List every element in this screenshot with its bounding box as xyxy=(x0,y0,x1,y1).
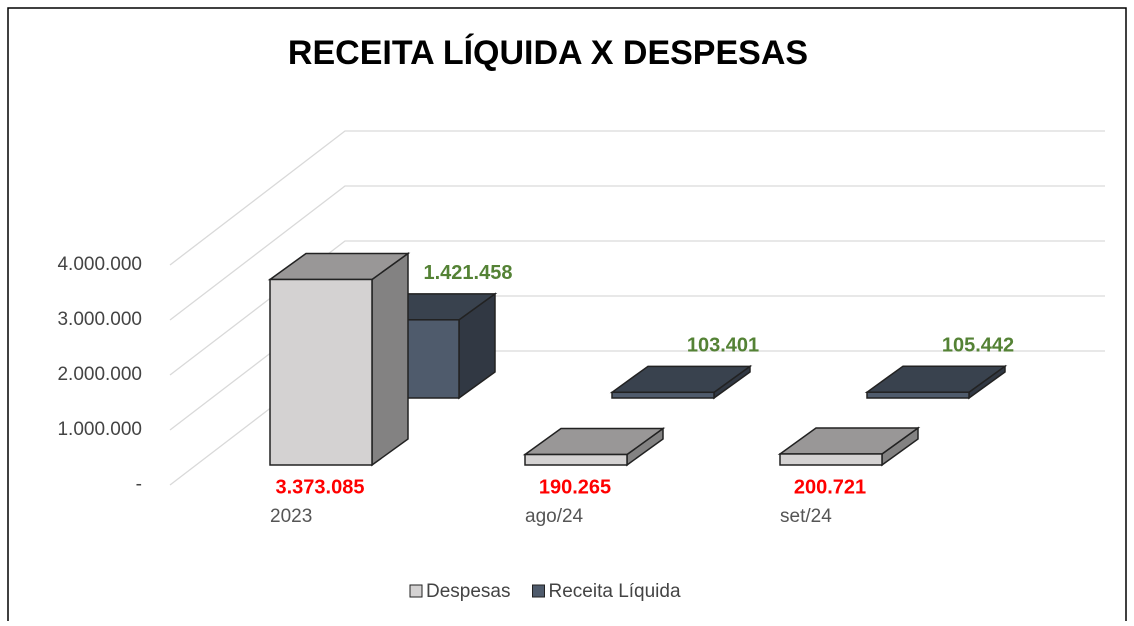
data-label: 105.442 xyxy=(942,334,1014,356)
x-tick-label: ago/24 xyxy=(525,506,584,527)
x-tick-label: set/24 xyxy=(780,506,832,527)
data-label: 200.721 xyxy=(794,476,866,498)
chart-title: RECEITA LÍQUIDA X DESPESAS xyxy=(288,34,808,72)
data-label: 3.373.085 xyxy=(276,476,365,498)
y-tick-label: - xyxy=(136,474,142,495)
grid-line xyxy=(169,130,1105,266)
data-label: 1.421.458 xyxy=(424,262,513,284)
legend-swatch xyxy=(409,584,423,598)
y-tick-label: 4.000.000 xyxy=(57,254,142,275)
legend-label: Despesas xyxy=(426,581,511,602)
bar-front xyxy=(524,453,628,466)
bar-front xyxy=(866,391,970,399)
chart-border xyxy=(7,7,1127,626)
bar-side xyxy=(371,252,409,467)
legend-swatch xyxy=(532,584,545,598)
y-tick-label: 3.000.000 xyxy=(57,309,142,330)
y-tick-label: 2.000.000 xyxy=(57,364,142,385)
bar-front xyxy=(779,453,883,466)
bar-front xyxy=(611,391,715,399)
grid-line xyxy=(169,185,1105,321)
grid-line xyxy=(169,240,1105,376)
x-tick-label: 2023 xyxy=(270,506,312,527)
data-label: 103.401 xyxy=(687,335,759,357)
data-label: 190.265 xyxy=(539,476,611,498)
y-tick-label: 1.000.000 xyxy=(57,419,142,440)
legend-label: Receita Líquida xyxy=(549,581,681,602)
bar-front xyxy=(269,278,373,466)
